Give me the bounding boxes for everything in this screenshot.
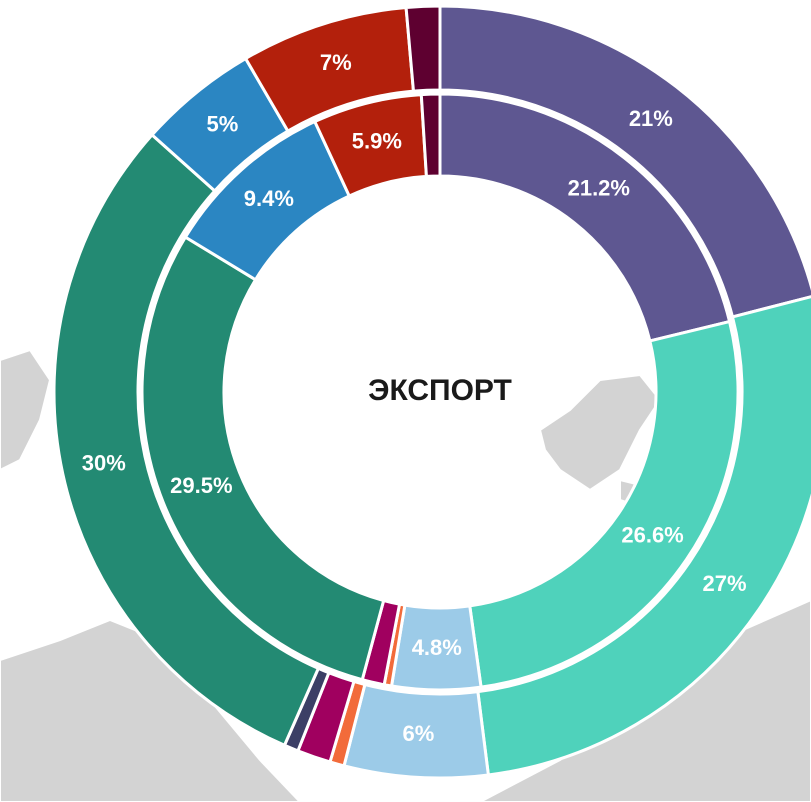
slice: [468, 319, 740, 689]
data-label: 21.2%: [568, 176, 630, 201]
rings: [52, 4, 811, 780]
data-label: 9.4%: [244, 186, 294, 211]
data-label: 26.6%: [621, 522, 683, 547]
data-label: 7%: [320, 50, 352, 75]
data-label: 5.9%: [352, 129, 402, 154]
slice: [438, 4, 811, 319]
data-label: 29.5%: [170, 473, 232, 498]
data-label: 30%: [82, 451, 126, 476]
slice: [419, 92, 442, 179]
slice: [140, 235, 386, 682]
data-label: 5%: [206, 111, 238, 136]
data-label: 27%: [702, 571, 746, 596]
slice: [404, 4, 442, 93]
data-label: 21%: [629, 106, 673, 131]
data-label: 4.8%: [412, 635, 462, 660]
center-label: ЭКСПОРТ: [368, 374, 512, 407]
slice: [52, 132, 321, 748]
data-label: 6%: [403, 721, 435, 746]
